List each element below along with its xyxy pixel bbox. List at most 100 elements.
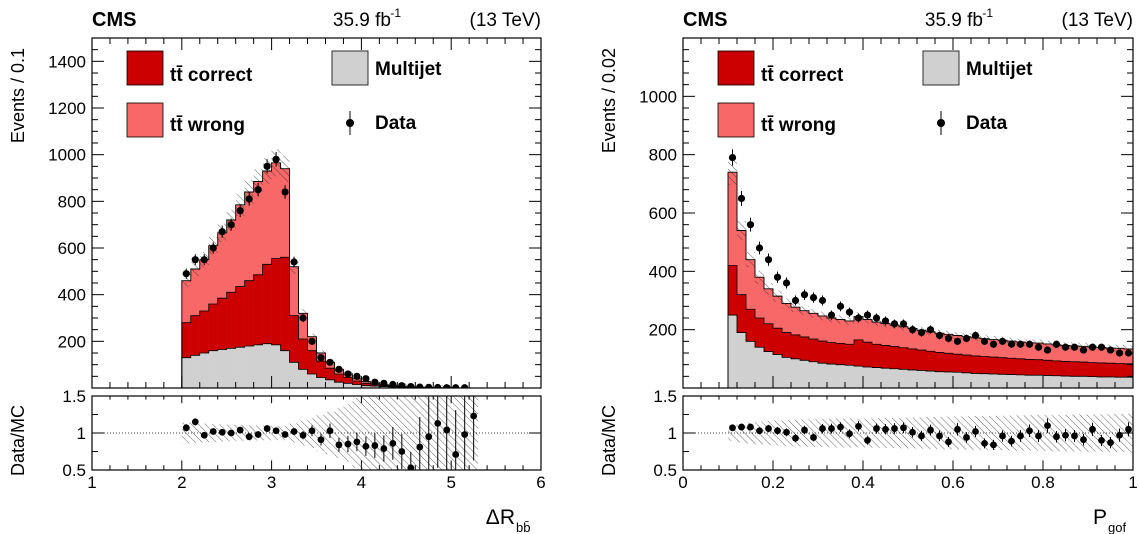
- data-point: [755, 244, 764, 252]
- bar-ttcorrect: [289, 315, 299, 363]
- ratio-point: [308, 427, 316, 435]
- ratio-uncertainty: [836, 418, 845, 448]
- energy-label: (13 TeV): [1062, 10, 1133, 31]
- bar-ttcorrect: [1042, 360, 1053, 376]
- y-axis-label: Events / 0.1: [8, 48, 28, 143]
- mc-uncertainty: [944, 330, 953, 338]
- ratio-point: [371, 442, 379, 449]
- ratio-point: [245, 433, 253, 441]
- ratio-uncertainty: [989, 415, 998, 451]
- data-point: [209, 244, 217, 252]
- mc-uncertainty: [809, 308, 818, 318]
- bar-ttcorrect: [844, 344, 855, 366]
- bar-multijet: [316, 377, 326, 388]
- bar-multijet: [217, 349, 227, 388]
- bar-ttcorrect: [199, 310, 209, 354]
- ratio-point: [335, 441, 343, 449]
- bar-multijet: [763, 351, 774, 388]
- ratio-uncertainty: [746, 422, 755, 444]
- data-point: [872, 314, 881, 322]
- ratio-point: [981, 439, 988, 447]
- mc-uncertainty: [818, 311, 827, 321]
- bar-ttcorrect: [1015, 358, 1026, 376]
- bar-ttcorrect: [271, 258, 281, 345]
- data-point: [200, 256, 208, 264]
- y-tick-label: 1000: [639, 87, 677, 106]
- bar-ttcorrect: [1078, 361, 1089, 377]
- ratio-point: [344, 440, 352, 448]
- lumi-exponent: -1: [982, 6, 993, 20]
- x-tick-label: 0.6: [941, 473, 965, 492]
- data-point: [1088, 343, 1097, 351]
- y-tick-label: 200: [649, 321, 677, 340]
- bar-multijet: [1006, 374, 1017, 388]
- x-axis-label-sub: bb̄: [516, 520, 530, 534]
- data-point: [881, 317, 890, 325]
- bar-ttcorrect: [253, 274, 263, 345]
- ratio-point: [837, 423, 844, 431]
- ratio-point: [434, 419, 442, 427]
- ratio-point: [1080, 436, 1087, 444]
- bar-ttcorrect: [916, 349, 927, 371]
- bar-multijet: [817, 363, 828, 388]
- energy-label: (13 TeV): [470, 10, 541, 31]
- ratio-point: [891, 425, 898, 432]
- legend-label-multijet: Multijet: [375, 59, 442, 80]
- ratio-point: [747, 423, 754, 431]
- ratio-point: [272, 427, 280, 435]
- y-tick-label: 400: [649, 262, 677, 281]
- ratio-point: [1017, 432, 1024, 440]
- bar-multijet: [826, 363, 837, 388]
- bar-multijet: [1033, 375, 1044, 388]
- mc-uncertainty: [1034, 339, 1043, 347]
- data-point: [182, 270, 190, 278]
- data-point: [773, 273, 782, 281]
- bar-multijet: [1024, 375, 1035, 388]
- bar-multijet: [790, 358, 801, 388]
- legend-swatch-tt-correct: [717, 50, 755, 86]
- ratio-uncertainty: [379, 396, 389, 470]
- bar-ttcorrect: [880, 345, 891, 369]
- bar-ttcorrect: [1096, 362, 1107, 378]
- bar-ttcorrect: [280, 257, 290, 351]
- ratio-point: [443, 426, 451, 434]
- bar-ttcorrect: [1069, 361, 1080, 377]
- mc-uncertainty: [989, 336, 998, 344]
- bar-ttcorrect: [790, 334, 801, 359]
- mc-uncertainty: [307, 333, 317, 340]
- data-point: [926, 326, 935, 334]
- data-point: [407, 383, 415, 388]
- bar-multijet: [727, 314, 738, 388]
- bar-ttwrong: [262, 170, 272, 265]
- cms-label: CMS: [92, 9, 136, 31]
- data-point: [389, 380, 397, 388]
- bar-ttcorrect: [235, 286, 245, 348]
- data-point: [1052, 340, 1061, 348]
- bar-multijet: [925, 370, 936, 388]
- bar-ttwrong: [280, 168, 290, 258]
- data-point: [746, 221, 755, 229]
- stack-group: [727, 149, 1133, 388]
- ratio-uncertainty: [944, 416, 953, 450]
- x-tick-label: 0: [678, 473, 687, 492]
- ratio-y-axis-label: Data/MC: [599, 405, 619, 476]
- bar-multijet: [262, 343, 272, 388]
- ratio-point: [1125, 425, 1132, 433]
- bar-ttwrong: [289, 266, 299, 316]
- data-point: [737, 194, 746, 203]
- bar-ttcorrect: [952, 354, 963, 373]
- bar-multijet: [1060, 375, 1071, 388]
- bar-multijet: [181, 357, 191, 388]
- bar-ttcorrect: [835, 343, 846, 365]
- x-tick-label: 1: [87, 473, 96, 492]
- stack-group: [181, 149, 479, 388]
- ratio-point: [398, 448, 406, 455]
- ratio-point: [317, 436, 325, 444]
- ratio-point: [855, 422, 862, 430]
- data-point: [398, 382, 406, 388]
- data-point: [1079, 346, 1088, 354]
- data-point: [272, 155, 280, 163]
- ratio-uncertainty: [343, 404, 353, 462]
- data-point: [461, 384, 469, 388]
- x-axis-label: ΔR: [486, 506, 515, 529]
